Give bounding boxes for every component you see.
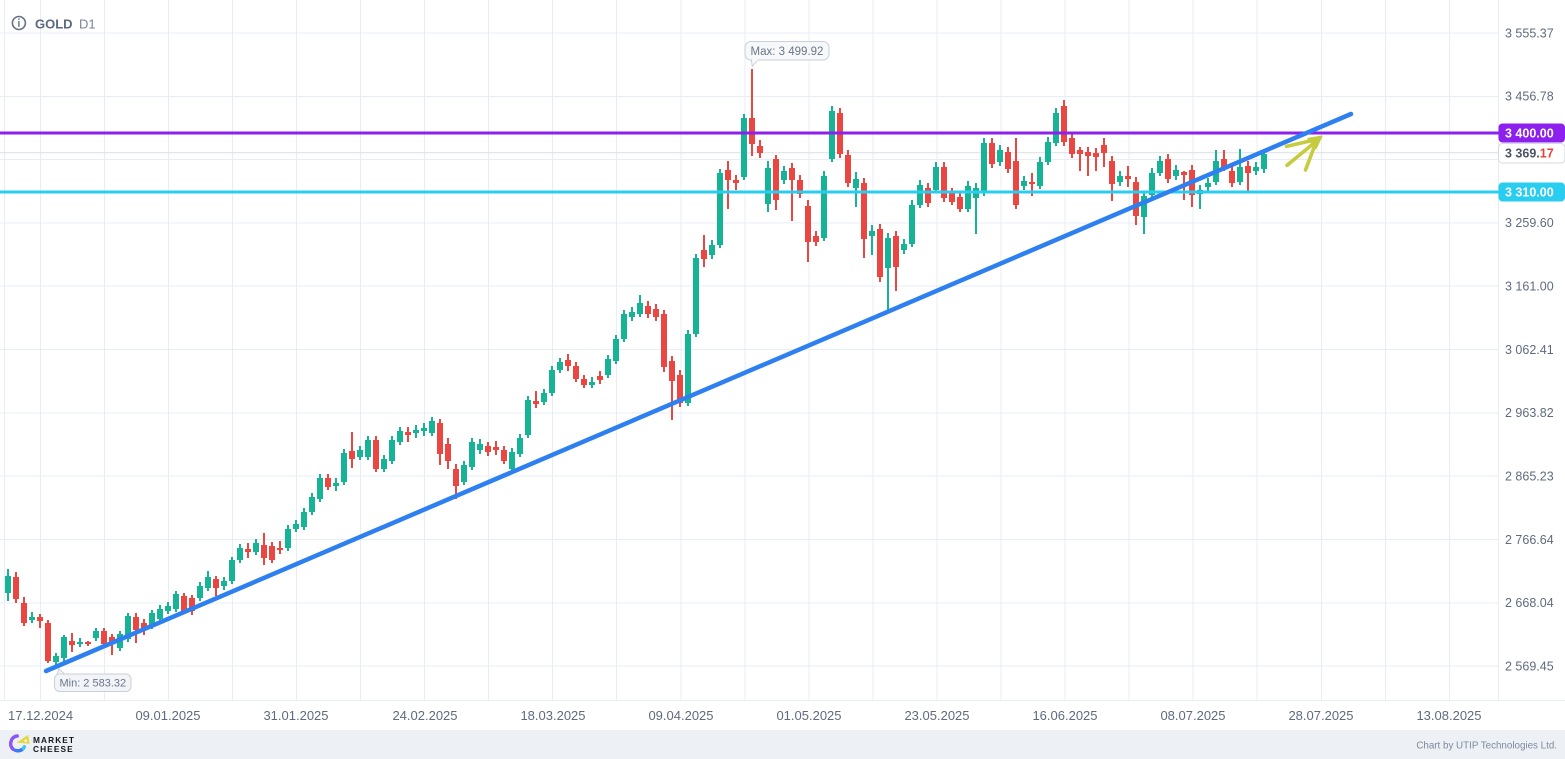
svg-text:08.07.2025: 08.07.2025 — [1160, 708, 1225, 723]
svg-text:2 766.64: 2 766.64 — [1505, 533, 1554, 547]
svg-text:GOLD: GOLD — [35, 17, 73, 32]
svg-text:D1: D1 — [79, 17, 96, 32]
svg-text:01.05.2025: 01.05.2025 — [776, 708, 841, 723]
svg-text:23.05.2025: 23.05.2025 — [904, 708, 969, 723]
svg-text:3 369.17: 3 369.17 — [1505, 147, 1554, 161]
svg-text:28.07.2025: 28.07.2025 — [1288, 708, 1353, 723]
svg-text:31.01.2025: 31.01.2025 — [263, 708, 328, 723]
svg-text:17.12.2024: 17.12.2024 — [8, 708, 73, 723]
svg-text:3 310.00: 3 310.00 — [1505, 186, 1554, 200]
svg-text:2 865.23: 2 865.23 — [1505, 470, 1554, 484]
svg-text:Chart by UTIP Technologies Ltd: Chart by UTIP Technologies Ltd. — [1416, 741, 1557, 752]
svg-text:24.02.2025: 24.02.2025 — [392, 708, 457, 723]
svg-text:2 668.04: 2 668.04 — [1505, 596, 1554, 610]
svg-text:Min: 2 583.32: Min: 2 583.32 — [59, 678, 126, 690]
svg-text:MARKET: MARKET — [33, 735, 75, 745]
svg-text:Max: 3 499.92: Max: 3 499.92 — [751, 46, 824, 58]
svg-text:16.06.2025: 16.06.2025 — [1032, 708, 1097, 723]
svg-text:3 555.37: 3 555.37 — [1505, 26, 1554, 40]
svg-text:2 963.82: 2 963.82 — [1505, 406, 1554, 420]
svg-text:09.04.2025: 09.04.2025 — [648, 708, 713, 723]
svg-text:3 259.60: 3 259.60 — [1505, 216, 1554, 230]
svg-text:3 400.00: 3 400.00 — [1505, 127, 1554, 141]
svg-text:2 569.45: 2 569.45 — [1505, 659, 1554, 673]
svg-text:18.03.2025: 18.03.2025 — [520, 708, 585, 723]
svg-text:3 456.78: 3 456.78 — [1505, 90, 1554, 104]
svg-text:3 161.00: 3 161.00 — [1505, 280, 1554, 294]
svg-text:3 062.41: 3 062.41 — [1505, 343, 1554, 357]
svg-text:09.01.2025: 09.01.2025 — [135, 708, 200, 723]
svg-text:CHEESE: CHEESE — [33, 744, 74, 754]
svg-text:13.08.2025: 13.08.2025 — [1416, 708, 1481, 723]
